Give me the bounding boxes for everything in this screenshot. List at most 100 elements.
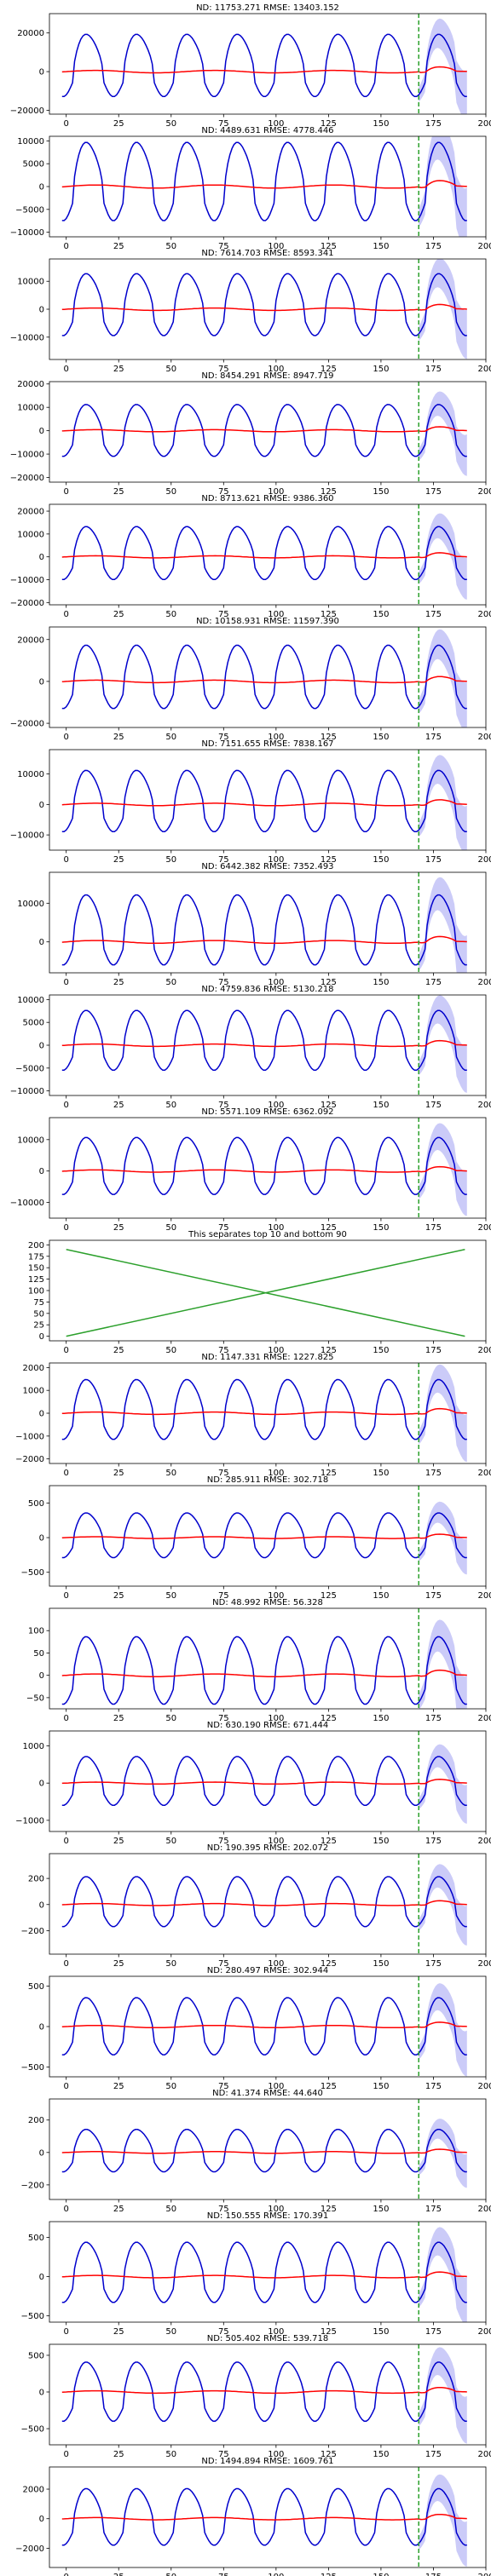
axes-frame <box>49 2343 487 2446</box>
x-tick-label: 0 <box>64 1223 69 1233</box>
x-tick-label: 175 <box>425 978 442 987</box>
subplot-title: ND: 505.402 RMSE: 539.718 <box>207 2334 328 2343</box>
forecast-series-line <box>61 426 467 433</box>
x-tick-label: 75 <box>218 1101 229 1110</box>
x-tick-label: 100 <box>268 1469 284 1478</box>
subplot-8: ND: 6442.382 RMSE: 7352.493 0 10000 0 25 50 75… <box>17 862 491 987</box>
forecast-series-line <box>61 180 467 189</box>
x-tick-label: 50 <box>165 1346 176 1355</box>
actual-series-line <box>61 769 467 833</box>
axes-frame <box>49 626 487 728</box>
y-tick-label: 25 <box>33 1321 44 1331</box>
actual-series-line <box>61 1512 467 1559</box>
subplot-15: ND: 630.190 RMSE: 671.444 −1000 0 1000 0 25 50… <box>15 1721 491 1846</box>
y-tick-label: 0 <box>39 1332 44 1342</box>
y-tick-label: 0 <box>39 2515 44 2524</box>
y-tick-label: 0 <box>39 1780 44 1789</box>
x-tick-label: 25 <box>113 2205 124 2214</box>
x-tick-label: 0 <box>64 365 69 374</box>
subplot-title: ND: 630.190 RMSE: 671.444 <box>207 1721 328 1730</box>
actual-series-line <box>61 2129 467 2173</box>
x-tick-label: 100 <box>268 855 284 865</box>
x-tick-label: 25 <box>113 2450 124 2459</box>
x-tick-label: 25 <box>113 119 124 129</box>
green-line-2 <box>66 1248 465 1337</box>
plot-area <box>61 1363 467 1463</box>
subplot-title: ND: 1147.331 RMSE: 1227.825 <box>201 1353 333 1362</box>
forecast-series-line <box>61 1900 467 1906</box>
x-tick-label: 125 <box>321 2573 337 2576</box>
x-tick-label: 50 <box>165 1223 176 1233</box>
uncertainty-band <box>419 755 467 850</box>
actual-series-line <box>61 273 467 336</box>
plot-area <box>61 1118 467 1218</box>
forecast-series-line <box>61 799 467 807</box>
x-tick-label: 175 <box>425 487 442 497</box>
y-tick-label: 500 <box>28 1982 44 1992</box>
y-tick-label: 0 <box>39 1534 44 1544</box>
y-tick-label: 125 <box>28 1275 44 1285</box>
y-tick-label: 500 <box>28 2234 44 2243</box>
actual-series-line <box>61 1136 467 1195</box>
x-tick-label: 75 <box>218 119 229 129</box>
x-tick-label: 75 <box>218 2573 229 2576</box>
subplot-title: ND: 41.374 RMSE: 44.640 <box>212 2089 323 2098</box>
x-tick-label: 150 <box>373 487 389 497</box>
subplot-9: ND: 4759.836 RMSE: 5130.218 −10000 −5000 0 5… <box>10 985 491 1110</box>
subplot-1: ND: 11753.271 RMSE: 13403.152−2000002000… <box>10 3 491 129</box>
x-tick-label: 125 <box>321 1837 337 1846</box>
subplot-title: ND: 280.497 RMSE: 302.944 <box>207 1966 328 1975</box>
forecast-series-line <box>61 935 467 945</box>
y-tick-label: 20000 <box>17 508 44 517</box>
y-tick-label: 200 <box>28 1875 44 1884</box>
x-tick-label: 125 <box>321 2327 337 2337</box>
x-tick-label: 125 <box>321 1346 337 1355</box>
y-tick-label: 10000 <box>17 996 44 1005</box>
x-tick-label: 150 <box>373 365 389 374</box>
y-tick-label: −1000 <box>15 1816 44 1826</box>
x-tick-label: 25 <box>113 2327 124 2337</box>
x-tick-label: 75 <box>218 978 229 987</box>
x-tick-label: 100 <box>268 2327 284 2337</box>
x-tick-label: 150 <box>373 1469 389 1478</box>
axes-frame <box>49 13 487 115</box>
uncertainty-band <box>419 18 467 114</box>
forecast-series-line <box>61 2386 467 2395</box>
x-tick-label: 100 <box>268 978 284 987</box>
forecast-series-line <box>61 676 467 684</box>
plot-area <box>61 1486 467 1586</box>
subplot-14: ND: 48.992 RMSE: 56.328 −50 0 50 100 0 25 50 75 1… <box>26 1598 491 1723</box>
x-tick-label: 50 <box>165 1959 176 1969</box>
y-tick-label: 10000 <box>17 1136 44 1145</box>
x-tick-label: 150 <box>373 119 389 129</box>
x-tick-label: 150 <box>373 1223 389 1233</box>
x-tick-label: 125 <box>321 365 337 374</box>
uncertainty-band <box>419 136 467 237</box>
x-tick-label: 25 <box>113 733 124 742</box>
axes-frame <box>49 1485 487 1587</box>
x-tick-label: 100 <box>268 1837 284 1846</box>
x-tick-label: 75 <box>218 365 229 374</box>
axes-frame <box>49 2466 487 2568</box>
subplot-19: ND: 150.555 RMSE: 170.391 −500 0 500 0 25 50 75… <box>21 2211 491 2337</box>
subplot-title: ND: 285.911 RMSE: 302.718 <box>207 1475 328 1485</box>
axes-frame <box>49 2221 487 2323</box>
x-tick-label: 175 <box>425 365 442 374</box>
x-tick-label: 100 <box>268 2573 284 2576</box>
x-tick-label: 200 <box>477 1959 491 1969</box>
plot-area <box>61 1976 467 2077</box>
x-tick-label: 200 <box>477 1101 491 1110</box>
actual-series-line <box>61 1636 467 1705</box>
y-tick-label: 200 <box>28 1241 44 1251</box>
x-tick-label: 25 <box>113 2573 124 2576</box>
y-tick-label: 1000 <box>23 1387 44 1396</box>
x-tick-label: 150 <box>373 2205 389 2214</box>
plot-area <box>61 750 467 850</box>
x-tick-label: 150 <box>373 733 389 742</box>
subplot-title: ND: 4489.631 RMSE: 4778.446 <box>201 126 333 135</box>
y-tick-label: −2000 <box>15 1455 44 1464</box>
y-tick-label: 10000 <box>17 137 44 147</box>
subplot-title: This separates top 10 and bottom 90 <box>188 1230 347 1239</box>
x-tick-label: 0 <box>64 1101 69 1110</box>
